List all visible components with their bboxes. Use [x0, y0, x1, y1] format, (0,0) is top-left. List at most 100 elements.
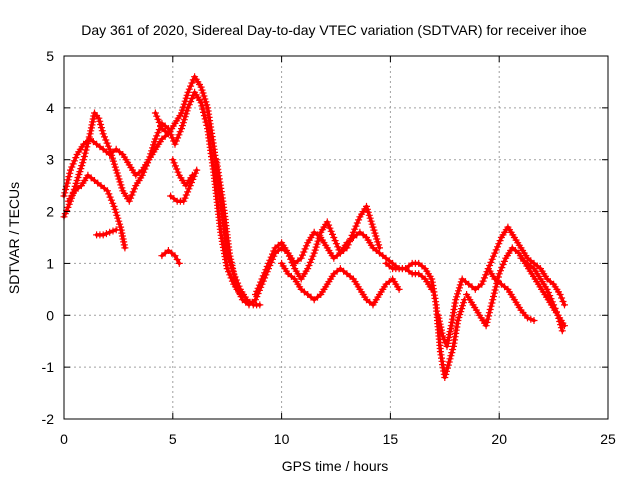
data-point	[546, 292, 554, 300]
data-point	[203, 101, 211, 109]
data-point	[555, 314, 563, 322]
data-point	[73, 177, 81, 184]
data-point	[172, 137, 180, 145]
data-point	[454, 290, 461, 298]
data-point	[487, 258, 495, 266]
data-point	[102, 136, 110, 144]
data-point	[334, 243, 342, 251]
data-point	[72, 154, 80, 162]
data-point	[179, 119, 187, 127]
data-point	[455, 314, 463, 321]
data-point	[255, 281, 263, 289]
data-point	[367, 217, 375, 225]
data-point	[125, 197, 133, 205]
data-point	[548, 298, 556, 306]
data-point	[445, 358, 453, 366]
data-point	[102, 230, 110, 238]
data-point	[70, 157, 78, 165]
data-point	[95, 114, 103, 122]
data-point	[74, 174, 82, 181]
series-track-e	[158, 247, 183, 267]
data-point	[149, 144, 157, 152]
data-point	[175, 131, 183, 139]
data-point	[443, 364, 451, 372]
grid-lines	[64, 56, 608, 419]
data-point	[99, 130, 107, 138]
data-point	[188, 171, 196, 179]
series-track-p	[517, 254, 566, 335]
y-tick-label: 4	[46, 100, 54, 116]
data-point	[178, 125, 185, 133]
data-point	[173, 165, 181, 173]
data-point	[479, 277, 487, 285]
data-point	[117, 181, 125, 189]
data-point	[184, 188, 192, 196]
data-point	[554, 311, 562, 319]
data-point	[327, 227, 335, 235]
data-point	[343, 244, 351, 252]
data-points	[60, 73, 568, 381]
data-point	[306, 258, 314, 266]
data-point	[308, 255, 316, 263]
data-point	[550, 301, 558, 309]
data-point	[447, 352, 455, 360]
data-point	[114, 214, 122, 222]
series-track-c	[64, 171, 129, 252]
data-point	[111, 205, 119, 213]
data-point	[496, 237, 504, 245]
data-point	[454, 317, 462, 324]
data-point	[106, 145, 114, 153]
series-track-l	[382, 259, 468, 381]
data-point	[557, 321, 565, 329]
axis-ticks: 0 5 10 15 20 25 -2 -1 0 1 2 3 4 5	[42, 48, 616, 447]
data-point	[497, 267, 504, 275]
data-point	[289, 262, 297, 269]
data-point	[153, 112, 161, 120]
data-point	[69, 160, 77, 168]
data-point	[82, 146, 90, 154]
data-point	[226, 252, 234, 260]
data-point	[351, 225, 359, 233]
data-point	[440, 336, 448, 343]
data-point	[61, 189, 69, 197]
data-point	[284, 249, 292, 257]
data-point	[442, 370, 450, 378]
data-point	[106, 228, 114, 236]
data-point	[490, 252, 497, 260]
data-point	[263, 263, 271, 270]
data-point	[202, 98, 210, 106]
data-point	[253, 287, 261, 295]
data-point	[99, 231, 107, 239]
data-point	[199, 89, 207, 97]
data-point	[138, 171, 146, 179]
data-point	[262, 266, 270, 274]
data-point	[76, 168, 84, 176]
data-point	[173, 256, 181, 263]
data-point	[111, 163, 119, 171]
data-point	[313, 240, 321, 248]
data-point	[197, 83, 205, 91]
data-point	[171, 252, 179, 260]
data-point	[181, 194, 189, 202]
data-point	[185, 85, 193, 93]
data-point	[325, 221, 333, 229]
data-point	[329, 230, 336, 238]
x-tick-label: 10	[274, 431, 290, 447]
data-point	[101, 133, 108, 141]
data-point	[482, 322, 490, 330]
y-tick-label: -1	[42, 359, 55, 375]
data-point	[233, 283, 241, 291]
data-point	[547, 295, 555, 303]
data-point	[150, 141, 157, 149]
data-point	[332, 240, 340, 248]
data-point	[97, 121, 105, 128]
data-point	[530, 317, 538, 324]
data-point	[355, 216, 363, 224]
data-point	[446, 355, 454, 363]
data-point	[346, 238, 353, 246]
data-point	[77, 165, 85, 173]
data-point	[352, 222, 360, 230]
data-point	[68, 163, 76, 171]
data-point	[112, 226, 120, 234]
